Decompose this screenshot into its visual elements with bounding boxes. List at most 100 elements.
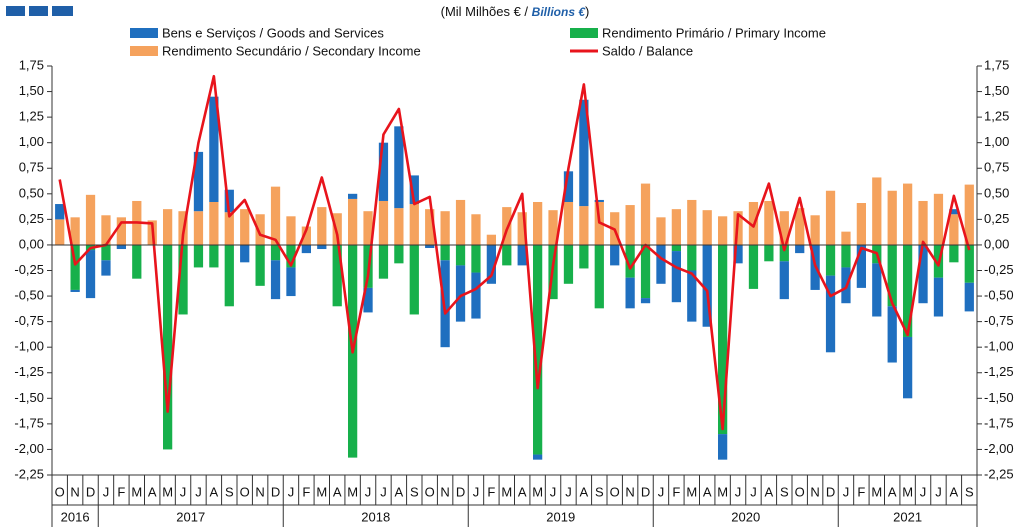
- x-tick-label: M: [871, 484, 882, 499]
- bar-segment: [903, 336, 913, 399]
- y-tick-label: -1,75: [14, 415, 44, 430]
- bar-segment: [378, 200, 389, 245]
- y2-tick-label: 1,25: [984, 109, 1009, 124]
- bar-segment: [779, 244, 789, 262]
- bar-segment: [471, 244, 481, 273]
- x-tick-label: A: [518, 484, 527, 499]
- x-tick-label: J: [935, 484, 942, 499]
- x-tick-label: M: [501, 484, 512, 499]
- bar-segment: [764, 244, 774, 262]
- legend-label: Saldo / Balance: [602, 43, 693, 58]
- bar-segment: [270, 260, 281, 300]
- bar-segment: [579, 99, 589, 207]
- x-tick-label: J: [288, 484, 295, 499]
- bar-segment: [918, 200, 928, 245]
- bar-segment: [409, 175, 419, 205]
- x-tick-label: N: [625, 484, 634, 499]
- bar-segment: [502, 244, 512, 266]
- y2-tick-label: 0,75: [984, 160, 1009, 175]
- bar-segment: [887, 244, 897, 307]
- logo-block: [6, 6, 25, 16]
- bar-segment: [270, 186, 281, 245]
- bar-segment: [394, 126, 404, 209]
- bar-segment: [640, 183, 651, 245]
- x-tick-label: J: [195, 484, 202, 499]
- y-tick-label: -1,50: [14, 390, 44, 405]
- bar-segment: [748, 244, 759, 289]
- x-tick-label: S: [780, 484, 789, 499]
- legend-label: Rendimento Primário / Primary Income: [602, 25, 826, 40]
- x-tick-label: J: [550, 484, 557, 499]
- bar-segment: [625, 205, 635, 245]
- bar-segment: [270, 244, 281, 261]
- bar-segment: [409, 244, 419, 315]
- y-tick-label: 0,50: [19, 185, 44, 200]
- bar-segment: [425, 244, 435, 249]
- bar-segment: [718, 434, 728, 460]
- x-tick-label: N: [810, 484, 819, 499]
- x-tick-label: J: [843, 484, 850, 499]
- bar-segment: [70, 289, 80, 292]
- bar-segment: [533, 244, 543, 455]
- y-tick-label: -1,00: [14, 339, 44, 354]
- y-tick-label: -0,75: [14, 313, 44, 328]
- bar-segment: [625, 244, 635, 278]
- x-tick-label: D: [641, 484, 650, 499]
- x-tick-label: M: [686, 484, 697, 499]
- x-tick-label: S: [595, 484, 604, 499]
- legend-label: Bens e Serviços / Goods and Services: [162, 25, 384, 40]
- bar-segment: [332, 244, 342, 307]
- bar-segment: [394, 244, 404, 264]
- x-tick-label: D: [271, 484, 280, 499]
- y2-tick-label: 1,00: [984, 134, 1009, 149]
- bar-segment: [255, 244, 265, 286]
- bar-segment: [116, 217, 126, 245]
- bar-segment: [209, 201, 219, 245]
- bar-segment: [425, 209, 435, 245]
- y-tick-label: -0,25: [14, 262, 44, 277]
- x-tick-label: N: [440, 484, 449, 499]
- x-tick-label: J: [365, 484, 372, 499]
- bar-segment: [101, 244, 111, 261]
- legend-swatch: [570, 28, 598, 38]
- x-tick-label: S: [965, 484, 974, 499]
- bar-segment: [718, 216, 728, 245]
- x-tick-label: M: [902, 484, 913, 499]
- bar-segment: [193, 211, 204, 245]
- bar-segment: [502, 207, 512, 245]
- year-label: 2018: [361, 509, 390, 524]
- x-tick-label: F: [487, 484, 495, 499]
- bar-segment: [887, 306, 897, 363]
- y-tick-label: -0,50: [14, 288, 44, 303]
- x-tick-label: D: [456, 484, 465, 499]
- bar-segment: [671, 244, 681, 252]
- bar-segment: [687, 199, 697, 245]
- year-label: 2021: [893, 509, 922, 524]
- bar-segment: [55, 204, 65, 220]
- bar-segment: [687, 244, 697, 271]
- x-tick-label: A: [580, 484, 589, 499]
- bar-segment: [949, 209, 959, 215]
- y2-tick-label: 0,25: [984, 211, 1009, 226]
- x-tick-label: A: [395, 484, 404, 499]
- y-tick-label: -2,25: [14, 466, 44, 481]
- x-tick-label: A: [950, 484, 959, 499]
- y2-tick-label: -1,50: [984, 390, 1014, 405]
- bar-segment: [394, 208, 404, 245]
- y-tick-label: -2,00: [14, 441, 44, 456]
- y2-tick-label: -1,75: [984, 415, 1014, 430]
- x-tick-label: O: [240, 484, 250, 499]
- y-tick-label: 1,25: [19, 109, 44, 124]
- x-tick-label: J: [380, 484, 387, 499]
- x-tick-label: J: [473, 484, 480, 499]
- year-label: 2019: [546, 509, 575, 524]
- title-pt: (Mil Milhões € /: [441, 4, 532, 19]
- bar-segment: [440, 244, 450, 261]
- year-label: 2020: [731, 509, 760, 524]
- balance-line: [58, 74, 971, 431]
- x-tick-label: A: [210, 484, 219, 499]
- x-tick-label: M: [316, 484, 327, 499]
- bar-segment: [286, 216, 296, 245]
- bar-segment: [471, 272, 481, 319]
- bar-segment: [70, 217, 80, 245]
